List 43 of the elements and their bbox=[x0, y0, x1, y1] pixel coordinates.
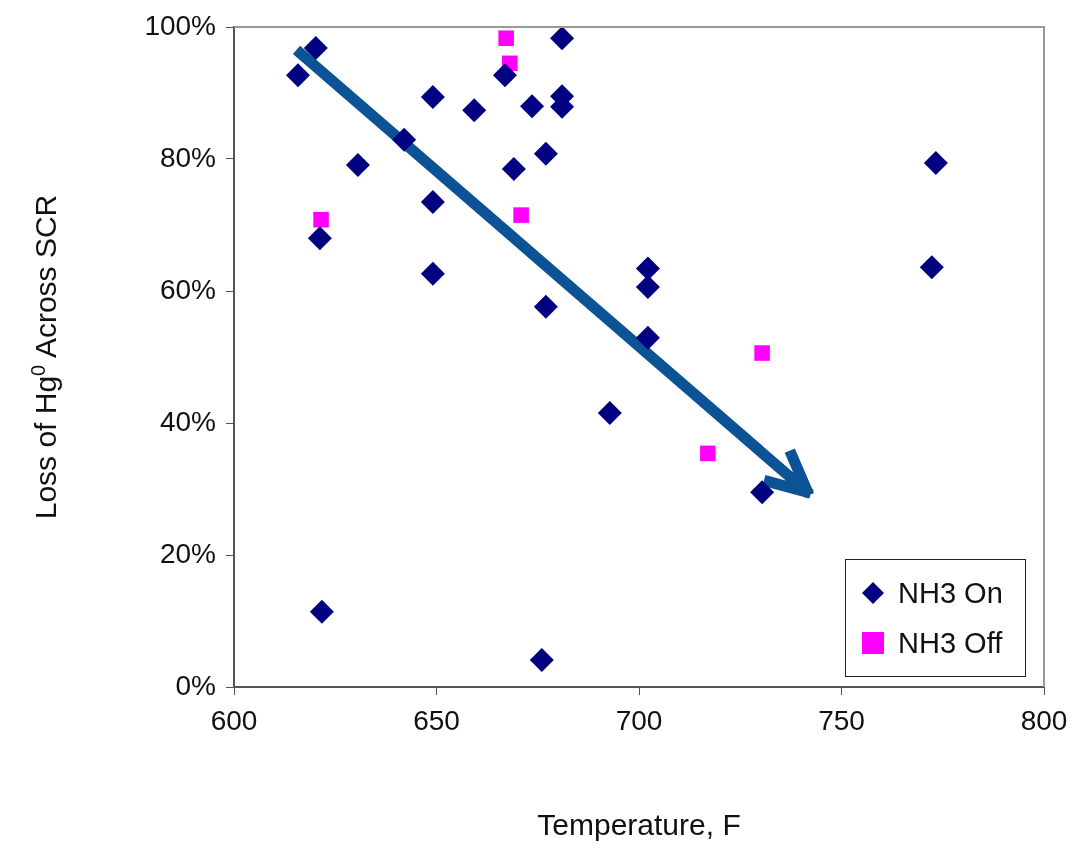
point bbox=[754, 345, 770, 361]
y-tick-label: 80% bbox=[159, 141, 216, 173]
point bbox=[498, 30, 514, 46]
x-axis-title: Temperature, F bbox=[537, 808, 741, 842]
y-tick-label: 100% bbox=[144, 9, 216, 41]
x-tick-label: 700 bbox=[615, 704, 663, 736]
y-tick-label: 60% bbox=[159, 273, 216, 305]
point bbox=[309, 599, 334, 624]
y-tick-label: 20% bbox=[159, 537, 216, 569]
point bbox=[635, 256, 660, 281]
point bbox=[420, 189, 445, 214]
x-tick-label: 650 bbox=[413, 704, 460, 736]
point bbox=[919, 255, 944, 280]
point bbox=[313, 211, 329, 228]
point bbox=[303, 36, 328, 61]
point bbox=[533, 294, 558, 319]
x-tick-label: 750 bbox=[818, 704, 865, 736]
point bbox=[700, 445, 716, 462]
y-tick-label: 40% bbox=[159, 405, 216, 437]
point bbox=[492, 63, 517, 88]
x-tick-label: 600 bbox=[210, 704, 258, 736]
point bbox=[923, 150, 948, 175]
point bbox=[420, 84, 445, 109]
point bbox=[750, 480, 775, 505]
y-tick-label: 0% bbox=[175, 669, 216, 701]
point bbox=[285, 63, 310, 88]
point bbox=[529, 647, 554, 672]
x-tick-label: 800 bbox=[1020, 704, 1068, 736]
point bbox=[345, 152, 370, 177]
legend-label: NH3 On bbox=[898, 576, 1003, 610]
point bbox=[462, 98, 487, 123]
point bbox=[420, 261, 445, 286]
point bbox=[635, 275, 660, 300]
point bbox=[513, 207, 529, 223]
point bbox=[520, 94, 545, 119]
point bbox=[550, 27, 575, 51]
point bbox=[635, 325, 660, 350]
legend-label: NH3 Off bbox=[898, 626, 1003, 660]
point bbox=[533, 141, 558, 166]
point bbox=[392, 127, 417, 152]
point bbox=[307, 226, 332, 251]
point bbox=[501, 156, 526, 181]
point bbox=[597, 401, 622, 426]
